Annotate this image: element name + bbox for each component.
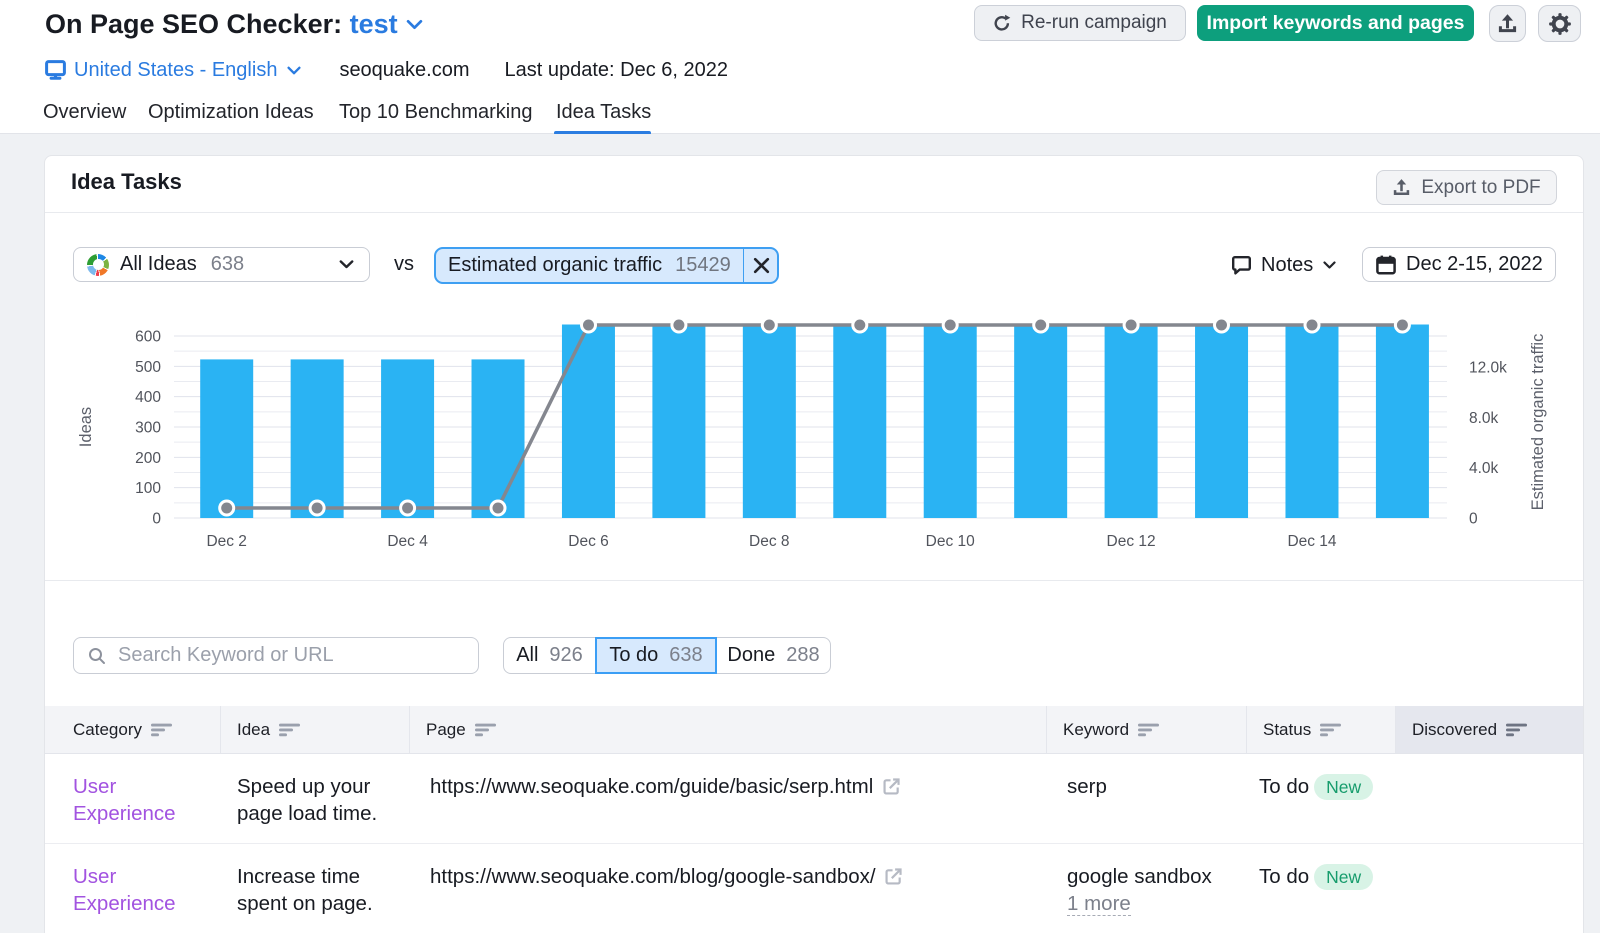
svg-text:600: 600: [135, 329, 161, 346]
svg-text:Dec 2: Dec 2: [206, 533, 247, 550]
svg-text:Ideas: Ideas: [77, 407, 95, 447]
svg-text:Dec 10: Dec 10: [926, 533, 975, 550]
svg-text:0: 0: [152, 511, 161, 528]
svg-text:0: 0: [1469, 511, 1478, 528]
svg-text:Dec 14: Dec 14: [1287, 533, 1336, 550]
svg-text:Dec 12: Dec 12: [1107, 533, 1156, 550]
svg-text:Dec 4: Dec 4: [387, 533, 428, 550]
svg-text:100: 100: [135, 480, 161, 497]
svg-text:12.0k: 12.0k: [1469, 360, 1507, 377]
svg-text:Dec 8: Dec 8: [749, 533, 790, 550]
svg-text:8.0k: 8.0k: [1469, 410, 1499, 427]
svg-text:4.0k: 4.0k: [1469, 460, 1499, 477]
svg-text:Dec 6: Dec 6: [568, 533, 609, 550]
svg-text:400: 400: [135, 389, 161, 406]
svg-text:Estimated organic traffic: Estimated organic traffic: [1529, 334, 1547, 511]
svg-text:300: 300: [135, 420, 161, 437]
svg-text:200: 200: [135, 450, 161, 467]
svg-text:500: 500: [135, 359, 161, 376]
